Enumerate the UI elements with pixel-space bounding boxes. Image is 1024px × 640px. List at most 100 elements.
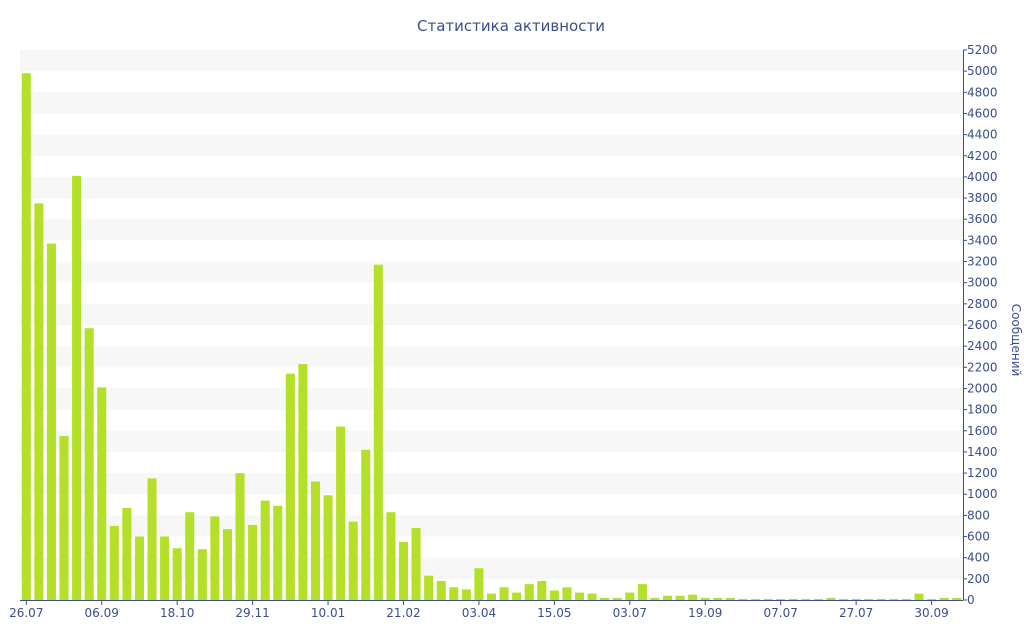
bar [738,598,748,600]
bar [600,597,610,600]
bar [788,598,798,600]
grid-band [20,303,963,325]
bar [612,597,622,600]
grid-band [20,219,963,241]
x-tick-label: 30.09 [914,606,948,620]
bar [248,524,258,600]
y-tick-label: 3400 [967,233,998,247]
y-axis-label: Сообщений [1009,304,1023,377]
x-tick-label: 03.07 [613,606,647,620]
x-tick-label: 29.11 [235,606,269,620]
bar [336,426,346,600]
bar [549,590,559,600]
bar [310,481,320,600]
y-tick-label: 4000 [967,170,998,184]
bar [134,536,144,600]
bar [84,328,94,600]
bar [625,592,635,600]
bar [222,529,232,600]
bar [235,473,245,600]
x-tick-label: 18.10 [160,606,194,620]
y-tick-label: 4800 [967,85,998,99]
bar [914,593,924,600]
bar [424,575,434,600]
y-tick-label: 2600 [967,318,998,332]
bar [763,598,773,600]
bar [361,449,371,600]
bar [398,541,409,600]
grid-band [20,261,963,283]
grid-band [20,134,963,156]
y-tick-label: 1200 [967,466,998,480]
bar [524,584,534,600]
x-axis: 26.07 06.09 18.10 29.11 10.01 21.02 03.04 15.05… [9,600,963,620]
bars-group [21,73,962,601]
y-axis: 0 200 400 600 800 1000 1200 1400 1600 1800 2000 220… [963,43,998,607]
y-tick-label: 3200 [967,255,998,269]
bar [901,598,911,600]
y-tick-label: 1400 [967,445,998,459]
y-tick-label: 4600 [967,106,998,120]
bar [285,373,295,600]
x-tick-label: 19.09 [688,606,722,620]
bar [927,598,937,600]
bar [851,598,861,600]
y-tick-label: 3800 [967,191,998,205]
bar [776,598,786,600]
bar [587,593,597,600]
bar [185,512,195,600]
bar [537,580,547,600]
y-tick-label: 800 [967,508,990,522]
y-tick-label: 1800 [967,403,998,417]
bar [46,243,56,601]
chart-title: Статистика активности [417,17,605,35]
bar [59,436,69,600]
x-tick-label: 10.01 [311,606,345,620]
grid-band [20,176,963,199]
y-tick-label: 4400 [967,128,998,142]
y-tick-label: 3600 [967,212,998,226]
bar [260,500,270,600]
grid-band [20,92,963,114]
y-tick-label: 2400 [967,339,998,353]
bar [574,592,585,600]
bar [72,175,82,600]
bar [876,598,886,600]
x-tick-label: 26.07 [9,606,43,620]
grid-band [20,515,963,537]
y-tick-label: 400 [967,551,990,565]
bar [411,528,421,600]
y-tick-label: 5000 [967,64,998,78]
bar [512,592,522,600]
bar [675,595,685,600]
x-tick-label: 03.04 [462,606,496,620]
bar [952,597,962,600]
bar [813,598,823,600]
bar [688,594,698,600]
bar [562,587,572,600]
bar [725,597,735,600]
bar [172,548,182,600]
bar [34,203,44,600]
grid-bands [20,50,963,579]
grid-band [20,346,963,368]
bar [21,73,31,601]
bar [889,598,899,600]
bar [109,525,119,600]
bar [449,587,459,600]
bar [273,505,283,600]
grid-band [20,50,963,72]
x-tick-label: 27.07 [839,606,873,620]
bar [373,264,383,600]
bar [210,516,220,600]
bar [839,598,849,600]
bar [348,521,358,600]
bar [436,580,446,600]
bar [700,597,710,600]
x-tick-label: 21.02 [386,606,420,620]
y-tick-label: 1600 [967,424,998,438]
x-tick-label: 07.07 [764,606,798,620]
bar [474,568,484,600]
x-tick-label: 06.09 [85,606,119,620]
bar [386,512,396,600]
